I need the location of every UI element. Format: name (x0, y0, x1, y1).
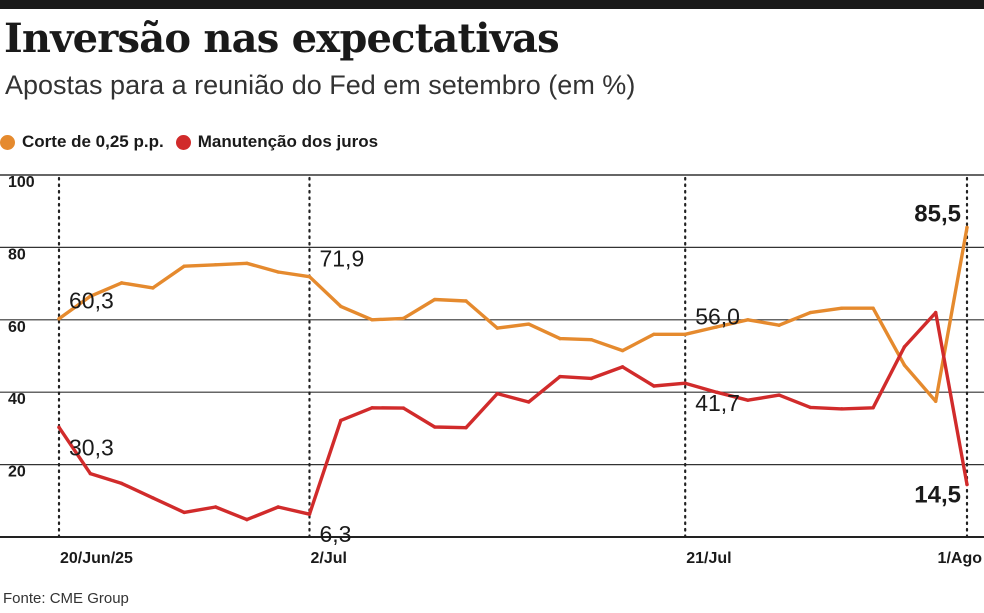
series-1-point-11 (401, 406, 406, 410)
x-tick-label-3: 1/Ago (938, 550, 983, 567)
data-label-5: 6,3 (319, 521, 351, 547)
series-1-point-7 (276, 505, 280, 509)
series-1-point-1 (88, 471, 93, 476)
legend-item-manutencao: Manutenção dos juros (175, 132, 379, 152)
source-note: Fonte: CME Group (3, 590, 129, 607)
y-tick-label-100: 100 (8, 174, 35, 191)
series-0-point-13 (464, 299, 468, 303)
data-label-3: 85,5 (914, 200, 961, 227)
data-label-6: 41,7 (695, 390, 740, 416)
series-0-point-26 (871, 306, 875, 310)
series-1-point-0 (57, 425, 61, 430)
data-label-4: 30,3 (69, 434, 114, 460)
series-1-point-27 (902, 345, 907, 349)
series-0-point-3 (151, 286, 155, 290)
data-label-2: 56,0 (695, 303, 740, 329)
data-label-0: 60,3 (69, 288, 114, 314)
y-tick-label-80: 80 (8, 246, 26, 263)
series-1-point-12 (433, 425, 437, 429)
series-1-point-2 (119, 481, 124, 486)
series-1-point-14 (495, 391, 500, 396)
legend-marker-manutencao (175, 134, 191, 150)
series-0-point-22 (746, 318, 750, 322)
x-tick-label-2: 21/Jul (686, 550, 731, 567)
series-1-point-29 (965, 482, 969, 487)
legend-marker-corte (0, 134, 15, 150)
series-0-point-5 (213, 263, 218, 267)
series-1-point-19 (652, 384, 656, 388)
series-0-point-9 (339, 304, 343, 309)
series-1-point-4 (182, 510, 186, 515)
series-0-point-25 (840, 306, 844, 310)
series-0-point-16 (558, 336, 562, 341)
series-1-point-17 (589, 376, 593, 381)
y-tick-label-40: 40 (8, 391, 26, 408)
series-0-point-10 (370, 318, 374, 322)
x-tick-label-0: 20/Jun/25 (60, 550, 133, 567)
series-0-point-6 (245, 261, 249, 266)
y-tick-label-20: 20 (8, 464, 26, 481)
series-0-point-21 (714, 325, 719, 329)
series-1-point-9 (339, 418, 343, 423)
series-1-point-24 (808, 405, 813, 410)
chart-subtitle: Apostas para a reunião do Fed em setembr… (5, 70, 636, 100)
series-1-point-6 (245, 517, 249, 522)
series-1-point-13 (464, 425, 468, 430)
series-0-point-19 (652, 332, 656, 336)
series-0-point-27 (902, 363, 907, 367)
series-0-point-23 (777, 323, 781, 327)
series-0-point-2 (119, 281, 124, 285)
series-1-point-18 (620, 365, 625, 369)
series-1-point-3 (151, 496, 155, 500)
series-1-point-25 (840, 407, 844, 411)
series-1-point-15 (526, 400, 531, 404)
series-0-point-1 (88, 294, 93, 298)
top-rule (0, 0, 984, 9)
data-label-7: 14,5 (914, 482, 961, 509)
series-0-point-8 (307, 275, 312, 279)
series-1-point-21 (714, 390, 719, 394)
series-0-point-7 (276, 270, 280, 274)
chart-title: Inversão nas expectativas (4, 15, 560, 62)
series-0-point-18 (620, 348, 625, 353)
series-1-point-5 (213, 505, 218, 509)
series-1-point-26 (871, 406, 875, 410)
series-0-point-28 (933, 399, 938, 403)
series-0-point-12 (433, 297, 437, 302)
data-label-1: 71,9 (319, 246, 364, 272)
series-1-point-8 (307, 512, 312, 516)
series-0-point-14 (495, 326, 500, 330)
series-1-point-10 (370, 406, 374, 410)
series-0-point-4 (182, 264, 186, 268)
line-chart: 20 40 60 80 100 20/Jun/25 2/Jul 21/Jul 1/Ago 60,3… (0, 174, 984, 567)
series-0-point-24 (808, 310, 813, 315)
series-0-point-11 (401, 316, 406, 321)
legend-label-corte: Corte de 0,25 p.p. (22, 132, 164, 151)
series-1-point-23 (777, 393, 781, 397)
legend: Corte de 0,25 p.p. Manutenção dos juros (0, 130, 390, 154)
series-line-1 (57, 310, 969, 522)
series-0-point-20 (683, 332, 687, 336)
x-tick-label-1: 2/Jul (310, 550, 346, 567)
series-0-point-17 (589, 338, 593, 342)
series-0-point-29 (965, 225, 969, 230)
series-1-point-28 (933, 310, 938, 315)
series-line-0 (57, 225, 969, 404)
series-1-point-22 (746, 398, 750, 402)
legend-label-manutencao: Manutenção dos juros (197, 132, 379, 151)
legend-item-corte: Corte de 0,25 p.p. (0, 132, 164, 152)
series-0-point-0 (57, 317, 61, 321)
series-0-point-15 (526, 322, 531, 326)
series-1-point-20 (683, 381, 687, 385)
series-1-point-16 (558, 374, 562, 379)
y-tick-label-60: 60 (8, 319, 26, 336)
